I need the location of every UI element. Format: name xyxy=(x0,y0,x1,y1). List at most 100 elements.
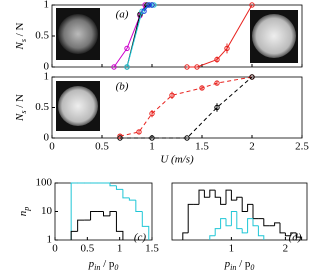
label-part: s xyxy=(19,111,28,114)
histogram-step xyxy=(109,183,117,187)
x-tick-label: 1.5 xyxy=(195,141,209,153)
x-tick-label: 2 xyxy=(249,141,255,153)
histogram-step xyxy=(182,232,189,240)
data-point xyxy=(169,92,175,99)
x-axis-label: U (m/s) xyxy=(160,154,194,166)
label-part: / N xyxy=(14,94,26,111)
histogram-step xyxy=(90,211,98,221)
y-tick-label: 10 xyxy=(41,205,53,217)
x-tick-label: 2.5 xyxy=(295,141,309,153)
histogram-step xyxy=(209,189,216,198)
histogram-step xyxy=(109,211,117,216)
data-point xyxy=(214,56,220,63)
histogram-step xyxy=(115,185,123,190)
data-point xyxy=(214,80,220,86)
histogram-step xyxy=(236,211,243,230)
histogram-step xyxy=(247,203,253,212)
histogram-step xyxy=(225,189,232,205)
data-point xyxy=(141,8,147,14)
y-tick-label: 0 xyxy=(44,61,50,73)
label-part: / p xyxy=(100,258,115,270)
histogram-step xyxy=(241,197,248,212)
x-tick-label: 1 xyxy=(117,243,123,255)
histogram-step xyxy=(103,211,110,217)
histogram-step xyxy=(122,189,130,199)
histogram-step xyxy=(279,222,286,234)
histogram-step xyxy=(70,182,78,240)
histogram-step xyxy=(290,232,297,236)
series-line xyxy=(119,76,253,137)
data-point xyxy=(146,2,152,8)
histogram-step xyxy=(241,228,248,234)
data-point xyxy=(136,129,142,135)
histogram-step xyxy=(252,218,259,227)
histogram-step xyxy=(257,225,265,240)
data-point xyxy=(224,45,230,52)
x-tick-label: 0.5 xyxy=(80,243,94,255)
histogram-step xyxy=(263,218,270,227)
y-axis-label: np xyxy=(17,207,32,217)
data-point xyxy=(184,135,190,141)
x-tick-label: 1 xyxy=(229,243,235,255)
y-tick-label: 0.5 xyxy=(35,101,49,113)
data-point xyxy=(149,2,155,8)
x-axis-label: pin / p0 xyxy=(88,258,119,273)
data-point xyxy=(111,64,117,70)
histogram-step xyxy=(284,232,291,237)
histogram-step xyxy=(252,204,259,220)
histogram-step xyxy=(141,211,150,240)
histogram-step xyxy=(247,218,253,233)
series-line xyxy=(120,76,253,139)
label-part: in xyxy=(230,263,236,272)
y-axis-label: Ns / N xyxy=(14,22,29,50)
label-part: 0 xyxy=(114,263,118,272)
histogram-step xyxy=(220,197,226,205)
y-tick-label: 1 xyxy=(47,234,53,246)
panel-label: (c) xyxy=(134,232,147,244)
histogram-step xyxy=(214,228,221,236)
histogram-step xyxy=(115,211,124,240)
x-tick-label: 1 xyxy=(149,141,155,153)
label-part: p xyxy=(88,258,95,270)
label-part: N xyxy=(14,113,26,122)
data-point xyxy=(199,85,205,91)
histogram-step xyxy=(135,200,143,212)
x-tick-label: 0.5 xyxy=(95,141,109,153)
histogram-step xyxy=(77,219,85,232)
label-part: in xyxy=(94,263,100,272)
data-point xyxy=(124,64,130,70)
y-tick-label: 1 xyxy=(44,0,50,11)
series-line xyxy=(126,4,152,68)
histogram-step xyxy=(236,196,243,201)
histogram-step xyxy=(225,218,232,227)
axes-frame xyxy=(171,182,308,241)
droplet xyxy=(252,14,296,58)
data-point xyxy=(149,110,155,117)
droplet xyxy=(58,86,98,126)
label-part: / p xyxy=(236,258,251,270)
data-point xyxy=(149,135,155,141)
histogram-step xyxy=(274,222,280,226)
panel-label: (a) xyxy=(116,9,129,21)
histogram-step xyxy=(230,211,237,226)
data-point xyxy=(184,64,190,70)
y-tick-label: 100 xyxy=(36,177,53,189)
label-part: / N xyxy=(14,22,26,39)
series-line xyxy=(187,4,253,68)
droplet xyxy=(58,14,98,54)
data-point xyxy=(117,135,123,141)
y-tick-label: 0 xyxy=(44,132,50,144)
histogram-step xyxy=(70,230,78,240)
panel-label: (d) xyxy=(289,232,302,244)
label-part: p xyxy=(22,207,31,212)
histogram-step xyxy=(230,190,237,201)
x-tick-label: 1.5 xyxy=(145,243,159,255)
panel-label: (b) xyxy=(116,81,129,93)
y-axis-label: Ns / N xyxy=(14,94,29,122)
histogram-step xyxy=(198,189,205,205)
label-part: n xyxy=(17,210,29,216)
histogram-step xyxy=(128,197,136,201)
histogram-step xyxy=(209,235,216,240)
x-tick-label: 2 xyxy=(283,243,289,255)
